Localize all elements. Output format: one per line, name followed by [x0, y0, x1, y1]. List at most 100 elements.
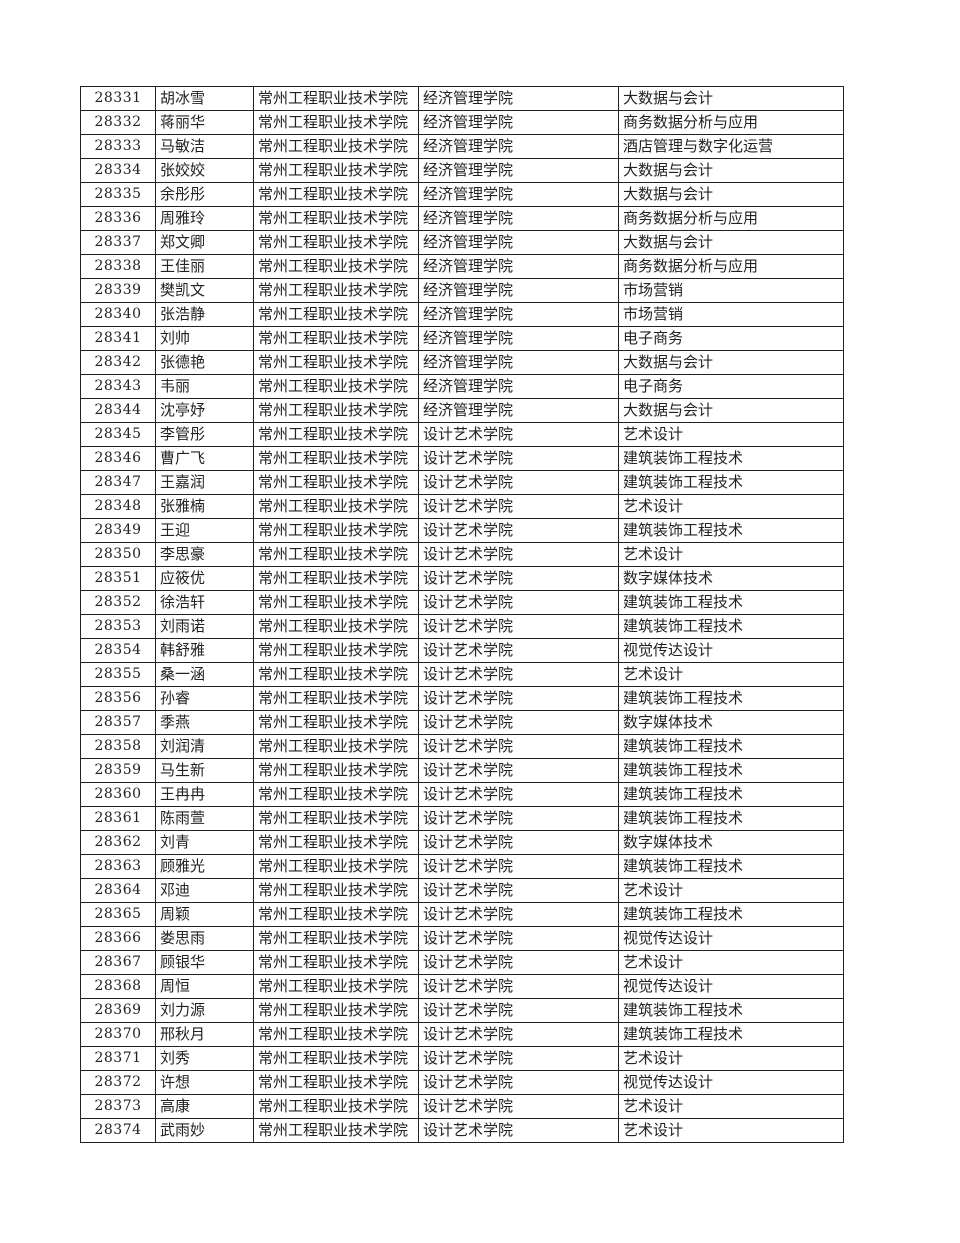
table-row: 28367 顾银华 常州工程职业技术学院 设计艺术学院 艺术设计 [80, 950, 844, 975]
cell-number: 28374 [80, 1118, 156, 1143]
cell-name: 刘润清 [155, 734, 254, 759]
cell-major: 商务数据分析与应用 [618, 254, 844, 279]
cell-major: 建筑装饰工程技术 [618, 614, 844, 639]
cell-school: 常州工程职业技术学院 [253, 350, 419, 375]
cell-name: 余彤彤 [155, 182, 254, 207]
cell-school: 常州工程职业技术学院 [253, 878, 419, 903]
cell-major: 酒店管理与数字化运营 [618, 134, 844, 159]
cell-number: 28370 [80, 1022, 156, 1047]
cell-college: 经济管理学院 [418, 86, 619, 111]
table-row: 28372 许想 常州工程职业技术学院 设计艺术学院 视觉传达设计 [80, 1070, 844, 1095]
cell-number: 28360 [80, 782, 156, 807]
cell-number: 28338 [80, 254, 156, 279]
table-row: 28331 胡冰雪 常州工程职业技术学院 经济管理学院 大数据与会计 [80, 86, 844, 111]
cell-school: 常州工程职业技术学院 [253, 158, 419, 183]
cell-school: 常州工程职业技术学院 [253, 494, 419, 519]
table-row: 28357 季燕 常州工程职业技术学院 设计艺术学院 数字媒体技术 [80, 710, 844, 735]
table-row: 28368 周恒 常州工程职业技术学院 设计艺术学院 视觉传达设计 [80, 974, 844, 999]
cell-number: 28362 [80, 830, 156, 855]
cell-number: 28353 [80, 614, 156, 639]
cell-major: 数字媒体技术 [618, 830, 844, 855]
cell-name: 娄思雨 [155, 926, 254, 951]
table-row: 28373 高康 常州工程职业技术学院 设计艺术学院 艺术设计 [80, 1094, 844, 1119]
cell-college: 设计艺术学院 [418, 518, 619, 543]
cell-college: 设计艺术学院 [418, 542, 619, 567]
cell-number: 28340 [80, 302, 156, 327]
cell-major: 艺术设计 [618, 662, 844, 687]
cell-number: 28369 [80, 998, 156, 1023]
cell-name: 许想 [155, 1070, 254, 1095]
cell-number: 28332 [80, 110, 156, 135]
cell-number: 28346 [80, 446, 156, 471]
cell-number: 28355 [80, 662, 156, 687]
cell-school: 常州工程职业技术学院 [253, 902, 419, 927]
cell-major: 视觉传达设计 [618, 638, 844, 663]
cell-college: 设计艺术学院 [418, 830, 619, 855]
cell-name: 孙睿 [155, 686, 254, 711]
cell-college: 设计艺术学院 [418, 710, 619, 735]
cell-major: 大数据与会计 [618, 230, 844, 255]
cell-name: 蒋丽华 [155, 110, 254, 135]
cell-school: 常州工程职业技术学院 [253, 182, 419, 207]
cell-number: 28341 [80, 326, 156, 351]
cell-major: 建筑装饰工程技术 [618, 686, 844, 711]
cell-number: 28372 [80, 1070, 156, 1095]
cell-name: 周雅玲 [155, 206, 254, 231]
table-row: 28352 徐浩轩 常州工程职业技术学院 设计艺术学院 建筑装饰工程技术 [80, 590, 844, 615]
cell-major: 市场营销 [618, 302, 844, 327]
table-row: 28359 马生新 常州工程职业技术学院 设计艺术学院 建筑装饰工程技术 [80, 758, 844, 783]
cell-name: 王嘉润 [155, 470, 254, 495]
cell-name: 樊凯文 [155, 278, 254, 303]
cell-college: 设计艺术学院 [418, 638, 619, 663]
cell-major: 建筑装饰工程技术 [618, 758, 844, 783]
cell-major: 大数据与会计 [618, 86, 844, 111]
cell-name: 高康 [155, 1094, 254, 1119]
cell-number: 28357 [80, 710, 156, 735]
cell-number: 28349 [80, 518, 156, 543]
cell-college: 经济管理学院 [418, 254, 619, 279]
cell-school: 常州工程职业技术学院 [253, 998, 419, 1023]
table-row: 28337 郑文卿 常州工程职业技术学院 经济管理学院 大数据与会计 [80, 230, 844, 255]
table-row: 28349 王迎 常州工程职业技术学院 设计艺术学院 建筑装饰工程技术 [80, 518, 844, 543]
cell-school: 常州工程职业技术学院 [253, 974, 419, 999]
cell-school: 常州工程职业技术学院 [253, 470, 419, 495]
cell-name: 桑一涵 [155, 662, 254, 687]
cell-college: 设计艺术学院 [418, 758, 619, 783]
cell-college: 经济管理学院 [418, 350, 619, 375]
cell-number: 28364 [80, 878, 156, 903]
cell-school: 常州工程职业技术学院 [253, 830, 419, 855]
cell-number: 28339 [80, 278, 156, 303]
table-row: 28334 张姣姣 常州工程职业技术学院 经济管理学院 大数据与会计 [80, 158, 844, 183]
table-row: 28333 马敏洁 常州工程职业技术学院 经济管理学院 酒店管理与数字化运营 [80, 134, 844, 159]
cell-school: 常州工程职业技术学院 [253, 806, 419, 831]
cell-college: 经济管理学院 [418, 206, 619, 231]
cell-college: 经济管理学院 [418, 110, 619, 135]
cell-school: 常州工程职业技术学院 [253, 1094, 419, 1119]
cell-college: 经济管理学院 [418, 230, 619, 255]
cell-major: 建筑装饰工程技术 [618, 854, 844, 879]
cell-number: 28359 [80, 758, 156, 783]
cell-number: 28366 [80, 926, 156, 951]
cell-school: 常州工程职业技术学院 [253, 566, 419, 591]
cell-school: 常州工程职业技术学院 [253, 662, 419, 687]
table-row: 28361 陈雨萱 常州工程职业技术学院 设计艺术学院 建筑装饰工程技术 [80, 806, 844, 831]
cell-number: 28343 [80, 374, 156, 399]
table-row: 28339 樊凯文 常州工程职业技术学院 经济管理学院 市场营销 [80, 278, 844, 303]
cell-college: 经济管理学院 [418, 182, 619, 207]
table-row: 28362 刘青 常州工程职业技术学院 设计艺术学院 数字媒体技术 [80, 830, 844, 855]
cell-school: 常州工程职业技术学院 [253, 302, 419, 327]
cell-number: 28354 [80, 638, 156, 663]
cell-number: 28352 [80, 590, 156, 615]
cell-name: 韩舒雅 [155, 638, 254, 663]
cell-major: 艺术设计 [618, 1118, 844, 1143]
cell-name: 张浩静 [155, 302, 254, 327]
cell-number: 28335 [80, 182, 156, 207]
cell-college: 经济管理学院 [418, 398, 619, 423]
cell-major: 大数据与会计 [618, 398, 844, 423]
cell-school: 常州工程职业技术学院 [253, 542, 419, 567]
cell-number: 28351 [80, 566, 156, 591]
table-row: 28336 周雅玲 常州工程职业技术学院 经济管理学院 商务数据分析与应用 [80, 206, 844, 231]
table-row: 28365 周颖 常州工程职业技术学院 设计艺术学院 建筑装饰工程技术 [80, 902, 844, 927]
cell-school: 常州工程职业技术学院 [253, 950, 419, 975]
cell-major: 建筑装饰工程技术 [618, 446, 844, 471]
